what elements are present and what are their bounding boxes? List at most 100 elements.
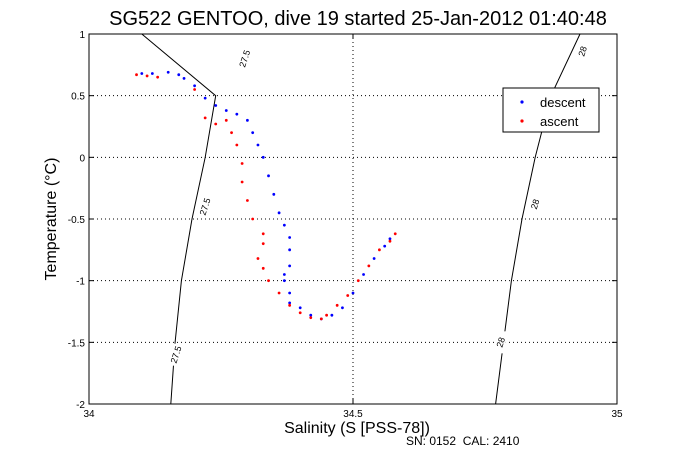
- y-tick-label: -0.5: [68, 215, 86, 226]
- descent-point: [288, 248, 292, 252]
- axis-ticks: 34 34.5 35 -2 -1.5 -1 -0.5 0 0.5 1: [68, 30, 623, 420]
- legend-box: [502, 87, 600, 133]
- serial-calibration-note: SN: 0152 CAL: 2410: [406, 434, 520, 448]
- ascent-point: [240, 162, 244, 165]
- descent-point: [256, 143, 260, 147]
- descent-point: [351, 291, 355, 295]
- descent-point: [182, 77, 186, 80]
- ascent-point: [235, 143, 239, 147]
- descent-point: [251, 131, 255, 135]
- ascent-point: [145, 74, 149, 78]
- x-tick-label: 34: [83, 409, 95, 420]
- ascent-point: [193, 88, 197, 91]
- legend: descent ascent: [502, 87, 600, 133]
- contour-label-bg: [171, 343, 182, 366]
- contour-label-bg: [577, 40, 588, 63]
- x-tick-label: 34.5: [343, 409, 363, 420]
- chart-title: SG522 GENTOO, dive 19 started 25-Jan-201…: [109, 8, 607, 30]
- ascent-point: [251, 217, 255, 221]
- density-contour-line: [141, 33, 217, 405]
- descent-point: [224, 109, 228, 112]
- contour-label-bg: [239, 47, 250, 70]
- descent-point: [282, 223, 286, 227]
- descent-point: [362, 273, 365, 276]
- descent-point: [288, 301, 292, 305]
- legend-label-ascent: ascent: [540, 114, 579, 129]
- ascent-point: [267, 279, 270, 283]
- contour-label: 27.5: [198, 197, 213, 217]
- ascent-point: [203, 116, 207, 120]
- descent-point: [246, 118, 249, 122]
- ascent-point: [378, 248, 381, 252]
- descent-point: [166, 70, 170, 74]
- descent-point: [298, 306, 302, 310]
- legend-marker-descent: [520, 100, 524, 104]
- contour-label: 28: [495, 336, 508, 349]
- ascent-point: [214, 122, 218, 126]
- ascent-point: [261, 242, 265, 246]
- contour-label: 28: [576, 45, 589, 58]
- y-tick-label: -2: [76, 400, 85, 411]
- ascent-point: [261, 232, 265, 236]
- descent-point: [372, 257, 376, 260]
- descent-point: [388, 237, 392, 241]
- ascent-point: [367, 264, 371, 268]
- ascent-point: [298, 311, 302, 315]
- y-tick-label: -1: [76, 277, 85, 288]
- y-tick-label: 1: [79, 30, 85, 41]
- y-axis-label: Temperature (°C): [43, 158, 60, 281]
- ascent-point: [356, 279, 360, 283]
- ascent-point: [309, 316, 313, 320]
- descent-point: [193, 84, 197, 88]
- descent-point: [277, 211, 281, 215]
- contour-label: 27.5: [237, 49, 252, 69]
- ascent-point: [256, 257, 260, 260]
- ascent-point: [240, 180, 244, 184]
- ascent-point: [346, 294, 350, 297]
- descent-point: [261, 155, 265, 159]
- contour-label-bg: [200, 195, 211, 218]
- contour-label: 28: [529, 198, 542, 211]
- descent-point: [309, 313, 313, 317]
- ascent-point: [277, 291, 281, 295]
- descent-point: [330, 313, 334, 317]
- legend-label-descent: descent: [540, 95, 586, 110]
- descent-point: [288, 236, 292, 239]
- ascent-point: [288, 303, 292, 307]
- descent-point: [383, 244, 387, 248]
- ascent-point: [393, 232, 397, 236]
- y-tick-label: 0.5: [71, 92, 85, 103]
- descent-point: [214, 104, 218, 107]
- ascent-point: [224, 118, 228, 122]
- descent-point: [140, 72, 144, 75]
- descent-point: [282, 279, 286, 283]
- y-tick-label: 0: [79, 153, 85, 164]
- legend-marker-ascent: [520, 119, 524, 123]
- descent-point: [341, 306, 344, 310]
- descent-point: [235, 112, 239, 116]
- x-axis-label: Salinity (S [PSS-78]): [284, 420, 430, 437]
- y-tick-label: -1.5: [68, 338, 86, 349]
- descent-point: [267, 174, 270, 178]
- descent-point: [150, 72, 154, 75]
- descent-point: [203, 96, 207, 100]
- x-tick-label: 35: [611, 409, 623, 420]
- descent-point: [282, 273, 286, 276]
- ascent-point: [325, 313, 328, 317]
- ascent-point: [388, 239, 392, 243]
- contour-label-bg: [530, 193, 541, 216]
- descent-point: [177, 73, 181, 77]
- ascent-point: [319, 317, 323, 321]
- ascent-point: [246, 199, 249, 202]
- contour-label-bg: [495, 331, 506, 354]
- contour-label: 27.5: [169, 345, 184, 365]
- ascent-point: [156, 75, 160, 79]
- ascent-point: [261, 266, 265, 270]
- descent-point: [272, 192, 276, 196]
- ascent-point: [230, 131, 233, 135]
- data-points: [135, 70, 397, 321]
- ascent-point: [335, 303, 339, 307]
- ascent-point: [135, 73, 138, 77]
- descent-point: [288, 264, 292, 268]
